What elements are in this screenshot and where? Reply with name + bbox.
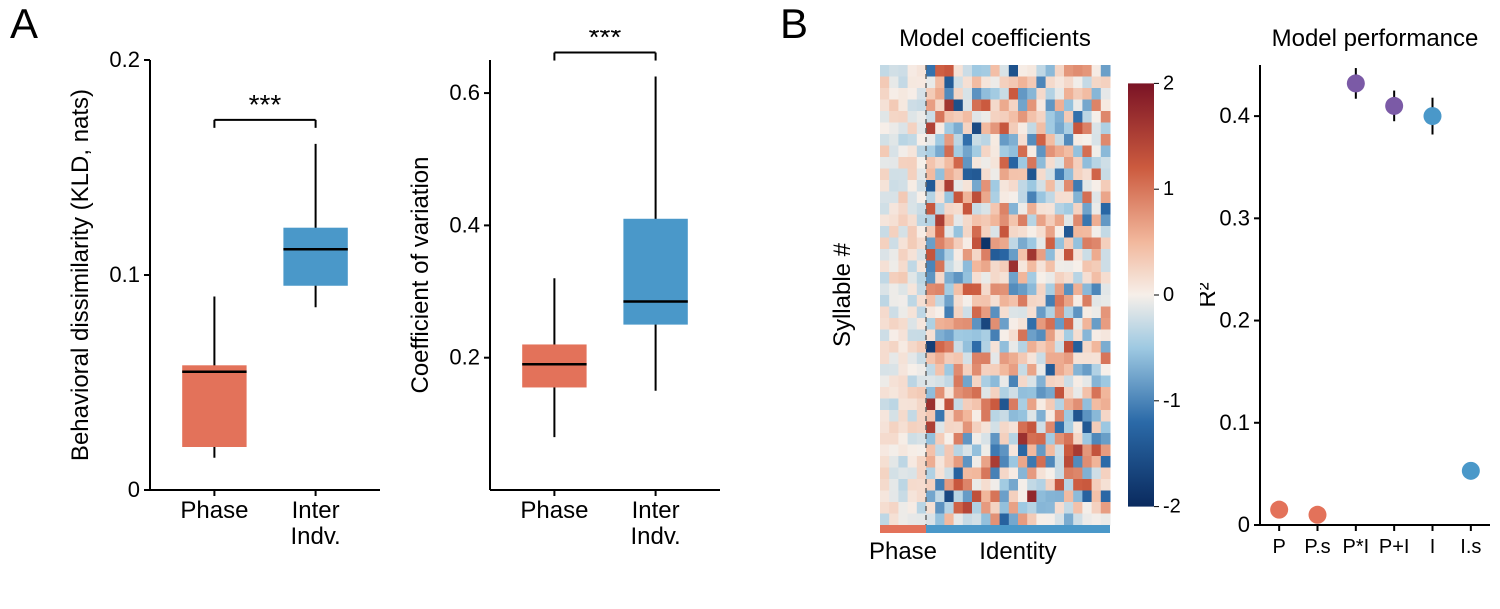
- svg-text:Model coefficients: Model coefficients: [899, 25, 1091, 52]
- svg-text:Syllable #: Syllable #: [829, 242, 856, 347]
- svg-text:P: P: [1272, 536, 1285, 558]
- heatmap: Model coefficients Syllable # Phase Identit…: [820, 20, 1220, 580]
- figure-root: A B 0 0.1 0.2 Behavioral dissimilarity (KLD…: [0, 0, 1500, 609]
- svg-text:Indv.: Indv.: [630, 523, 680, 550]
- svg-text:0.3: 0.3: [1219, 205, 1250, 230]
- svg-text:0.6: 0.6: [449, 80, 480, 105]
- svg-text:I: I: [1430, 536, 1436, 558]
- svg-text:0.4: 0.4: [449, 212, 480, 237]
- svg-text:Phase: Phase: [520, 497, 588, 524]
- svg-text:0: 0: [1163, 284, 1174, 306]
- svg-text:0: 0: [1238, 512, 1250, 537]
- svg-text:Phase: Phase: [180, 497, 248, 524]
- svg-text:Coefficient of variation: Coefficient of variation: [407, 156, 434, 393]
- svg-text:***: ***: [589, 30, 622, 53]
- svg-text:Model performance: Model performance: [1272, 25, 1479, 52]
- svg-text:Indv.: Indv.: [290, 523, 340, 550]
- svg-text:Behavioral dissimilarity (KLD,: Behavioral dissimilarity (KLD, nats): [67, 89, 94, 461]
- svg-text:Phase: Phase: [869, 538, 937, 565]
- svg-text:Inter: Inter: [632, 497, 680, 524]
- scatter-perf: Model performance 0 0.1 0.2 0.3 0.4 R² P P.s P*I P…: [1200, 20, 1500, 580]
- svg-text:0.1: 0.1: [1219, 410, 1250, 435]
- svg-text:0.2: 0.2: [1219, 308, 1250, 333]
- svg-text:***: ***: [249, 89, 282, 120]
- svg-text:0.1: 0.1: [109, 262, 140, 287]
- svg-text:Identity: Identity: [979, 538, 1056, 565]
- svg-text:-2: -2: [1163, 496, 1181, 518]
- svg-text:0.2: 0.2: [109, 47, 140, 72]
- svg-text:P+I: P+I: [1379, 536, 1410, 558]
- svg-text:0: 0: [128, 477, 140, 502]
- svg-text:0.2: 0.2: [449, 345, 480, 370]
- svg-text:P*I: P*I: [1342, 536, 1369, 558]
- svg-text:P.s: P.s: [1304, 536, 1330, 558]
- svg-text:I.s: I.s: [1460, 536, 1481, 558]
- svg-text:2: 2: [1163, 72, 1174, 94]
- panel-label-B: B: [780, 0, 808, 48]
- svg-text:R²: R²: [1200, 282, 1221, 307]
- svg-text:Inter: Inter: [292, 497, 340, 524]
- svg-text:1: 1: [1163, 178, 1174, 200]
- svg-text:0.4: 0.4: [1219, 103, 1250, 128]
- boxplot-kld: 0 0.1 0.2 Behavioral dissimilarity (KLD, na…: [60, 30, 390, 590]
- svg-text:-1: -1: [1163, 390, 1181, 412]
- panel-label-A: A: [10, 0, 38, 48]
- boxplot-cv: 0.2 0.4 0.6 Coefficient of variation Phase In…: [400, 30, 730, 590]
